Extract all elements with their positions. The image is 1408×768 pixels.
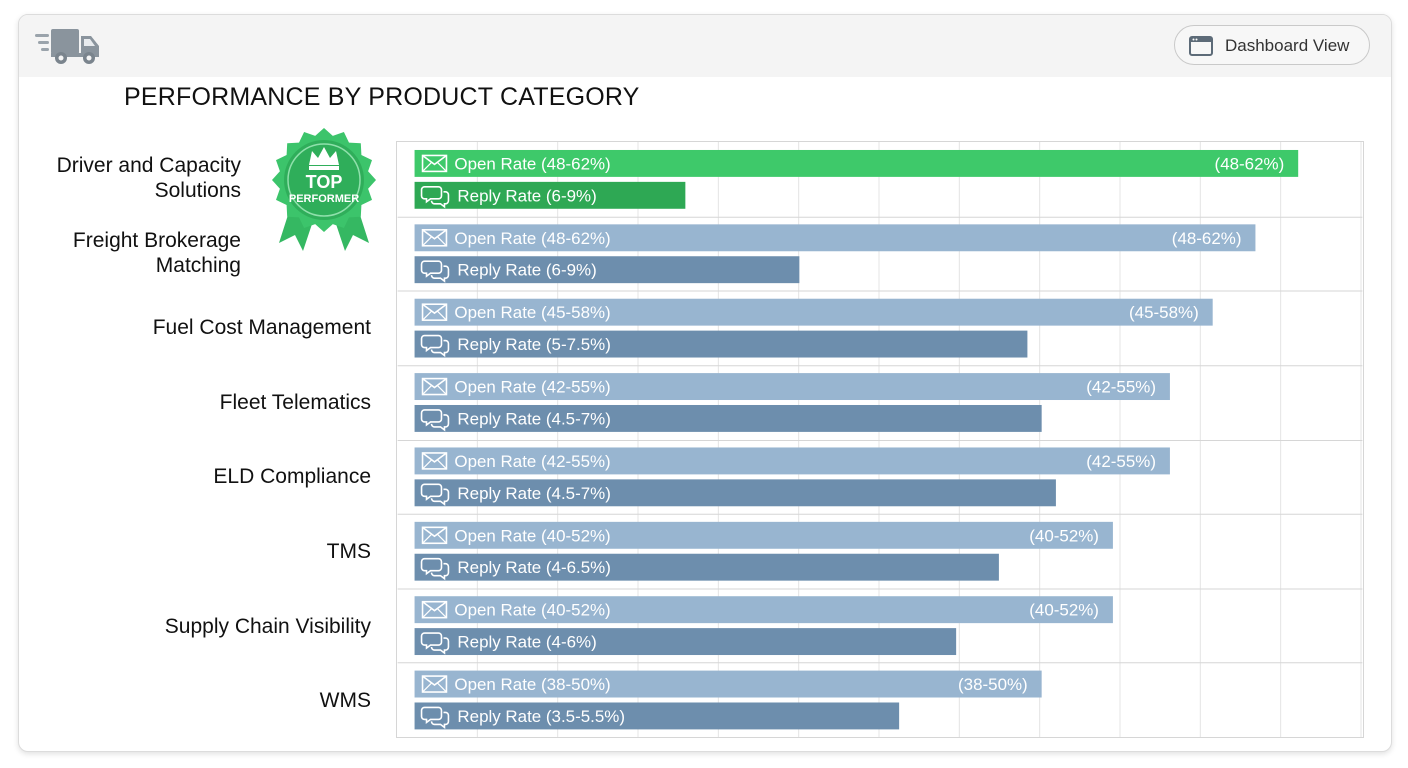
chat-bubbles-icon xyxy=(420,706,450,730)
open-rate-end-label: (40-52%) xyxy=(1029,601,1099,620)
open-rate-bar xyxy=(414,521,1113,549)
reply-rate-bar xyxy=(414,181,686,209)
reply-rate-label: Reply Rate (5-7.5%) xyxy=(457,335,610,354)
chart-title: PERFORMANCE BY PRODUCT CATEGORY xyxy=(124,83,640,111)
open-rate-bar xyxy=(414,149,1299,177)
open-rate-end-label: (48-62%) xyxy=(1172,229,1242,248)
envelope-icon xyxy=(421,675,448,693)
top-bar: Dashboard View xyxy=(19,15,1391,77)
open-rate-label: Open Rate (40-52%) xyxy=(454,526,610,545)
reply-rate-label: Reply Rate (3.5-5.5%) xyxy=(457,707,625,726)
envelope-icon xyxy=(421,303,448,321)
chat-bubbles-icon xyxy=(420,632,450,655)
open-rate-end-label: (38-50%) xyxy=(958,675,1028,694)
chat-bubbles-icon xyxy=(420,260,450,283)
category-label: Supply Chain Visibility xyxy=(164,614,371,638)
truck-icon xyxy=(35,29,99,64)
crown-icon xyxy=(309,147,339,165)
open-rate-end-label: (42-55%) xyxy=(1086,452,1156,471)
reply-rate-bar xyxy=(414,553,999,581)
chat-bubbles-icon xyxy=(420,409,450,432)
reply-rate-bar xyxy=(414,404,1042,432)
open-rate-label: Open Rate (38-50%) xyxy=(454,675,610,694)
reply-rate-bar xyxy=(414,256,800,284)
open-rate-label: Open Rate (48-62%) xyxy=(454,154,610,173)
envelope-icon xyxy=(421,600,448,619)
dashboard-view-button[interactable]: Dashboard View xyxy=(1174,25,1370,65)
category-label: ELD Compliance xyxy=(213,465,371,489)
dashboard-view-label: Dashboard View xyxy=(1225,36,1350,55)
dashboard-card: Dashboard View PERFORMANCE BY PRODUCT CA… xyxy=(18,14,1392,752)
open-rate-bar xyxy=(414,224,1256,252)
open-rate-end-label: (40-52%) xyxy=(1029,526,1099,545)
open-rate-bar xyxy=(414,596,1113,624)
reply-rate-label: Reply Rate (4.5-7%) xyxy=(457,484,610,503)
badge-top-text: TOP xyxy=(306,172,343,192)
category-label: Fleet Telematics xyxy=(219,390,371,414)
open-rate-bar xyxy=(414,373,1170,401)
reply-rate-bar xyxy=(414,330,1028,358)
category-label: Freight Brokerage Matching xyxy=(72,228,241,277)
chat-bubbles-icon xyxy=(420,483,450,506)
category-label: WMS xyxy=(319,689,371,713)
open-rate-label: Open Rate (42-55%) xyxy=(454,378,610,397)
open-rate-end-label: (45-58%) xyxy=(1129,303,1199,322)
open-rate-end-label: (48-62%) xyxy=(1215,154,1285,173)
bar-chart: Open Rate (48-62%) Reply Rate (6-9%) (48-6… xyxy=(396,141,1364,738)
badge-performer-text: PERFORMER xyxy=(289,193,359,205)
reply-rate-bar xyxy=(414,702,900,730)
open-rate-bar xyxy=(414,670,1042,698)
chat-bubbles-icon xyxy=(420,334,450,358)
envelope-icon xyxy=(421,526,448,545)
chat-bubbles-icon xyxy=(420,186,450,209)
reply-rate-label: Reply Rate (6-9%) xyxy=(457,261,596,280)
open-rate-label: Open Rate (42-55%) xyxy=(454,452,610,471)
window-icon xyxy=(1189,36,1213,56)
reply-rate-label: Reply Rate (6-9%) xyxy=(457,186,596,205)
category-label: Driver and Capacity Solutions xyxy=(56,154,241,203)
category-label: Fuel Cost Management xyxy=(152,316,371,340)
envelope-icon xyxy=(421,377,448,396)
top-performer-badge: TOP PERFORMER xyxy=(272,128,376,251)
open-rate-label: Open Rate (45-58%) xyxy=(454,303,610,322)
reply-rate-label: Reply Rate (4.5-7%) xyxy=(457,409,610,428)
open-rate-label: Open Rate (40-52%) xyxy=(454,601,610,620)
envelope-icon xyxy=(421,154,448,173)
chat-bubbles-icon xyxy=(420,557,450,581)
reply-rate-bar xyxy=(414,479,1056,507)
envelope-icon xyxy=(421,229,448,247)
open-rate-label: Open Rate (48-62%) xyxy=(454,229,610,248)
reply-rate-label: Reply Rate (4-6%) xyxy=(457,633,596,652)
reply-rate-label: Reply Rate (4-6.5%) xyxy=(457,558,610,577)
open-rate-end-label: (42-55%) xyxy=(1086,378,1156,397)
open-rate-bar xyxy=(414,298,1213,326)
open-rate-bar xyxy=(414,447,1170,475)
reply-rate-bar xyxy=(414,628,957,656)
category-label: TMS xyxy=(326,539,371,563)
envelope-icon xyxy=(421,452,448,470)
